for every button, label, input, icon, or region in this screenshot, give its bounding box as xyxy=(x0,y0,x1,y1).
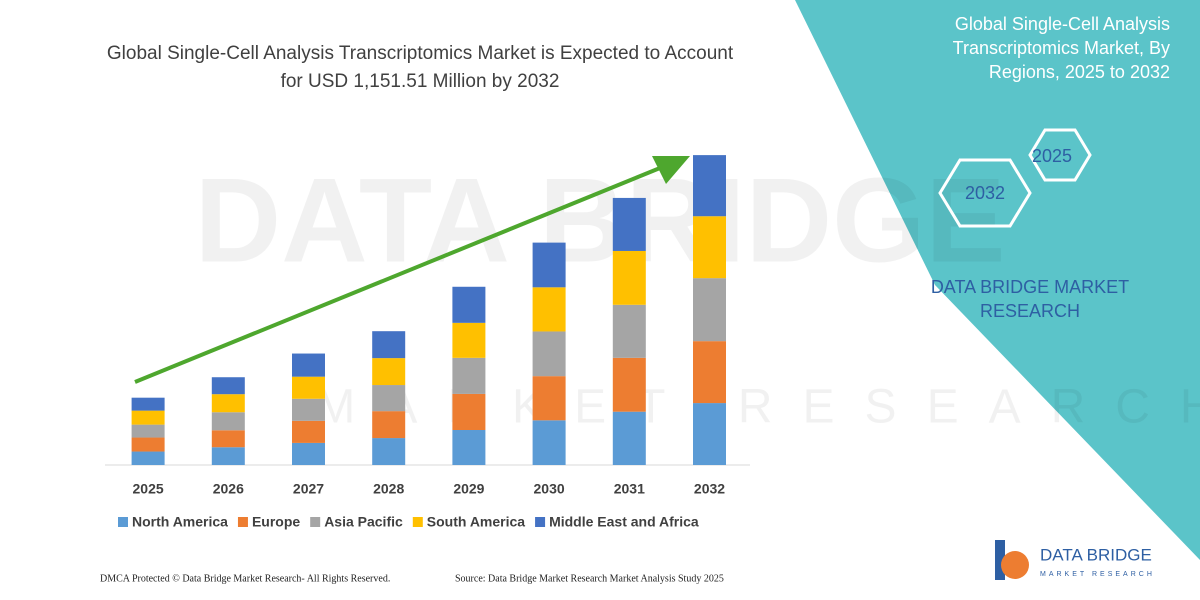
brand-box: DATA BRIDGE MARKET RESEARCH xyxy=(930,277,1130,321)
bar-segment xyxy=(292,376,325,399)
bar-segment xyxy=(211,430,245,448)
bar-segment xyxy=(211,394,245,413)
bar-segment xyxy=(532,331,566,377)
logo-tagline: MARKET RESEARCH xyxy=(1040,571,1155,578)
x-tick-label: 2025 xyxy=(133,481,164,497)
bar-segment xyxy=(693,216,726,279)
trend-arrow xyxy=(134,166,661,384)
legend-swatch xyxy=(412,517,423,527)
bar-segment xyxy=(532,287,566,332)
legend-label: North America xyxy=(132,514,228,530)
legend-label: South America xyxy=(427,514,525,530)
bar-segment xyxy=(292,442,325,465)
bar-segment xyxy=(131,397,165,411)
legend-swatch xyxy=(237,517,248,527)
logo: DATA BRIDGE MARKET RESEARCH xyxy=(995,540,1155,580)
bar-segment xyxy=(693,278,726,342)
bar-segment xyxy=(292,353,325,377)
bar-segment xyxy=(211,447,245,465)
bar-segment xyxy=(612,411,646,465)
trend-arrowhead xyxy=(652,156,690,184)
legend-label: Asia Pacific xyxy=(324,514,403,530)
x-tick-label: 2027 xyxy=(293,481,324,497)
chart-title: Global Single-Cell Analysis Transcriptom… xyxy=(106,43,734,92)
legend-label: Europe xyxy=(252,514,300,530)
watermark: DATA BRIDGE xyxy=(194,154,1005,288)
bar-segment xyxy=(612,357,646,412)
hexagon xyxy=(938,158,1032,228)
x-tick-label: 2028 xyxy=(373,481,404,497)
footer-left: DMCA Protected © Data Bridge Market Rese… xyxy=(100,573,390,584)
x-tick-label: 2030 xyxy=(534,481,565,497)
bar-segment xyxy=(612,250,646,305)
bar-segment xyxy=(452,286,486,323)
brand: DATA BRIDGE MARKET RESEARCH xyxy=(930,277,1130,321)
hexagon xyxy=(1028,128,1092,182)
bar-segment xyxy=(372,385,406,412)
bar-segment xyxy=(131,410,165,425)
bar-segment xyxy=(211,412,245,431)
hexagon-label: 2025 xyxy=(1032,146,1072,166)
bar-segment xyxy=(452,393,486,430)
logo-icon xyxy=(1001,551,1029,579)
bar-segment xyxy=(693,155,726,217)
bar-segment xyxy=(372,438,406,465)
bar-segment xyxy=(131,437,165,452)
bar-segment xyxy=(693,403,726,465)
logo-icon xyxy=(995,540,1005,580)
bar-segment xyxy=(693,341,726,404)
legend-swatch xyxy=(310,517,321,527)
footer-right: Source: Data Bridge Market Research Mark… xyxy=(455,573,724,584)
bar-segment xyxy=(612,304,646,358)
bar-segment xyxy=(452,430,486,465)
bar-segment xyxy=(131,424,165,438)
watermark-sub: MARKET RESEARCH xyxy=(315,381,1200,434)
bar-segment xyxy=(532,242,566,288)
bar-segment xyxy=(131,451,165,465)
bar-segment xyxy=(292,420,325,443)
x-tick-label: 2032 xyxy=(694,481,725,497)
legend-swatch xyxy=(118,517,128,527)
bar-segment xyxy=(211,377,245,395)
bar-segment xyxy=(372,411,406,439)
x-tick-label: 2026 xyxy=(213,481,244,497)
bar-segment xyxy=(612,197,646,251)
hexagon-label: 2032 xyxy=(965,183,1005,203)
x-tick-label: 2029 xyxy=(453,481,484,497)
bar-segment xyxy=(532,420,566,465)
bar-segment xyxy=(452,322,486,358)
logo-name: DATA BRIDGE xyxy=(1040,545,1152,564)
legend-swatch xyxy=(535,517,546,527)
side-title: Global Single-Cell Analysis Transcriptom… xyxy=(952,14,1170,82)
bar-segment xyxy=(292,398,325,421)
side-panel-bg xyxy=(795,0,1200,560)
bar-segment xyxy=(372,331,406,359)
legend-label: Middle East and Africa xyxy=(549,514,699,530)
title-box: Global Single-Cell Analysis Transcriptom… xyxy=(106,43,734,92)
bar-segment xyxy=(372,358,406,386)
bar-segment xyxy=(532,376,566,421)
bar-segment xyxy=(452,357,486,394)
x-tick-label: 2031 xyxy=(614,481,645,497)
side-title-box: Global Single-Cell Analysis Transcriptom… xyxy=(952,14,1170,82)
